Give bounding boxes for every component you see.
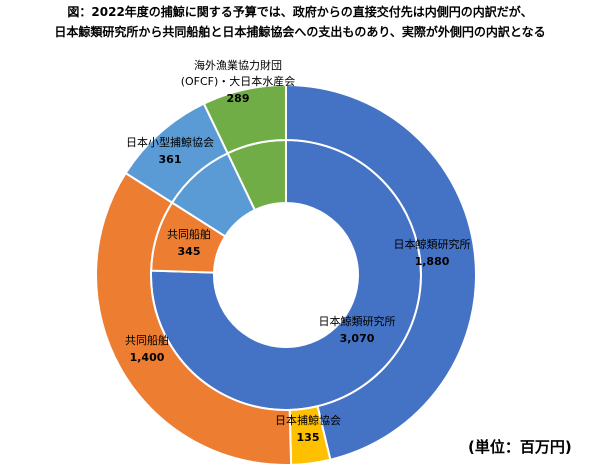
data-labels: 日本鯨類研究所 3,070 共同船舶 345 日本鯨類研究所 1,880 日本捕鯨協会 135… [125, 58, 471, 444]
outer-label-4: 海外漁業協力財団(OFCF)・大日本水産会 289 [181, 58, 296, 105]
outer-label-0: 日本鯨類研究所 1,880 [394, 237, 471, 268]
chart-title-line-2: 日本鯨類研究所から共同船舶と日本捕鯨協会への支出ものあり、実際が外側円の内訳とな… [54, 25, 546, 39]
outer-label-2: 共同船舶 1,400 [125, 333, 169, 364]
inner-label-1: 共同船舶 345 [167, 227, 211, 258]
inner-label-0: 日本鯨類研究所 3,070 [319, 314, 396, 345]
outer-label-3: 日本小型捕鯨協会 361 [126, 135, 214, 166]
unit-label: (単位：百万円) [468, 438, 572, 456]
outer-slice-2 [95, 171, 293, 466]
outer-slice-0 [285, 83, 477, 461]
outer-ring [95, 83, 477, 466]
outer-label-1: 日本捕鯨協会 135 [275, 413, 341, 444]
outer-slice-4 [202, 83, 287, 155]
chart-title-line-1: 図：2022年度の捕鯨に関する予算では、政府からの直接交付先は内側円の内訳だが、 [67, 5, 533, 19]
inner-ring [150, 138, 422, 411]
